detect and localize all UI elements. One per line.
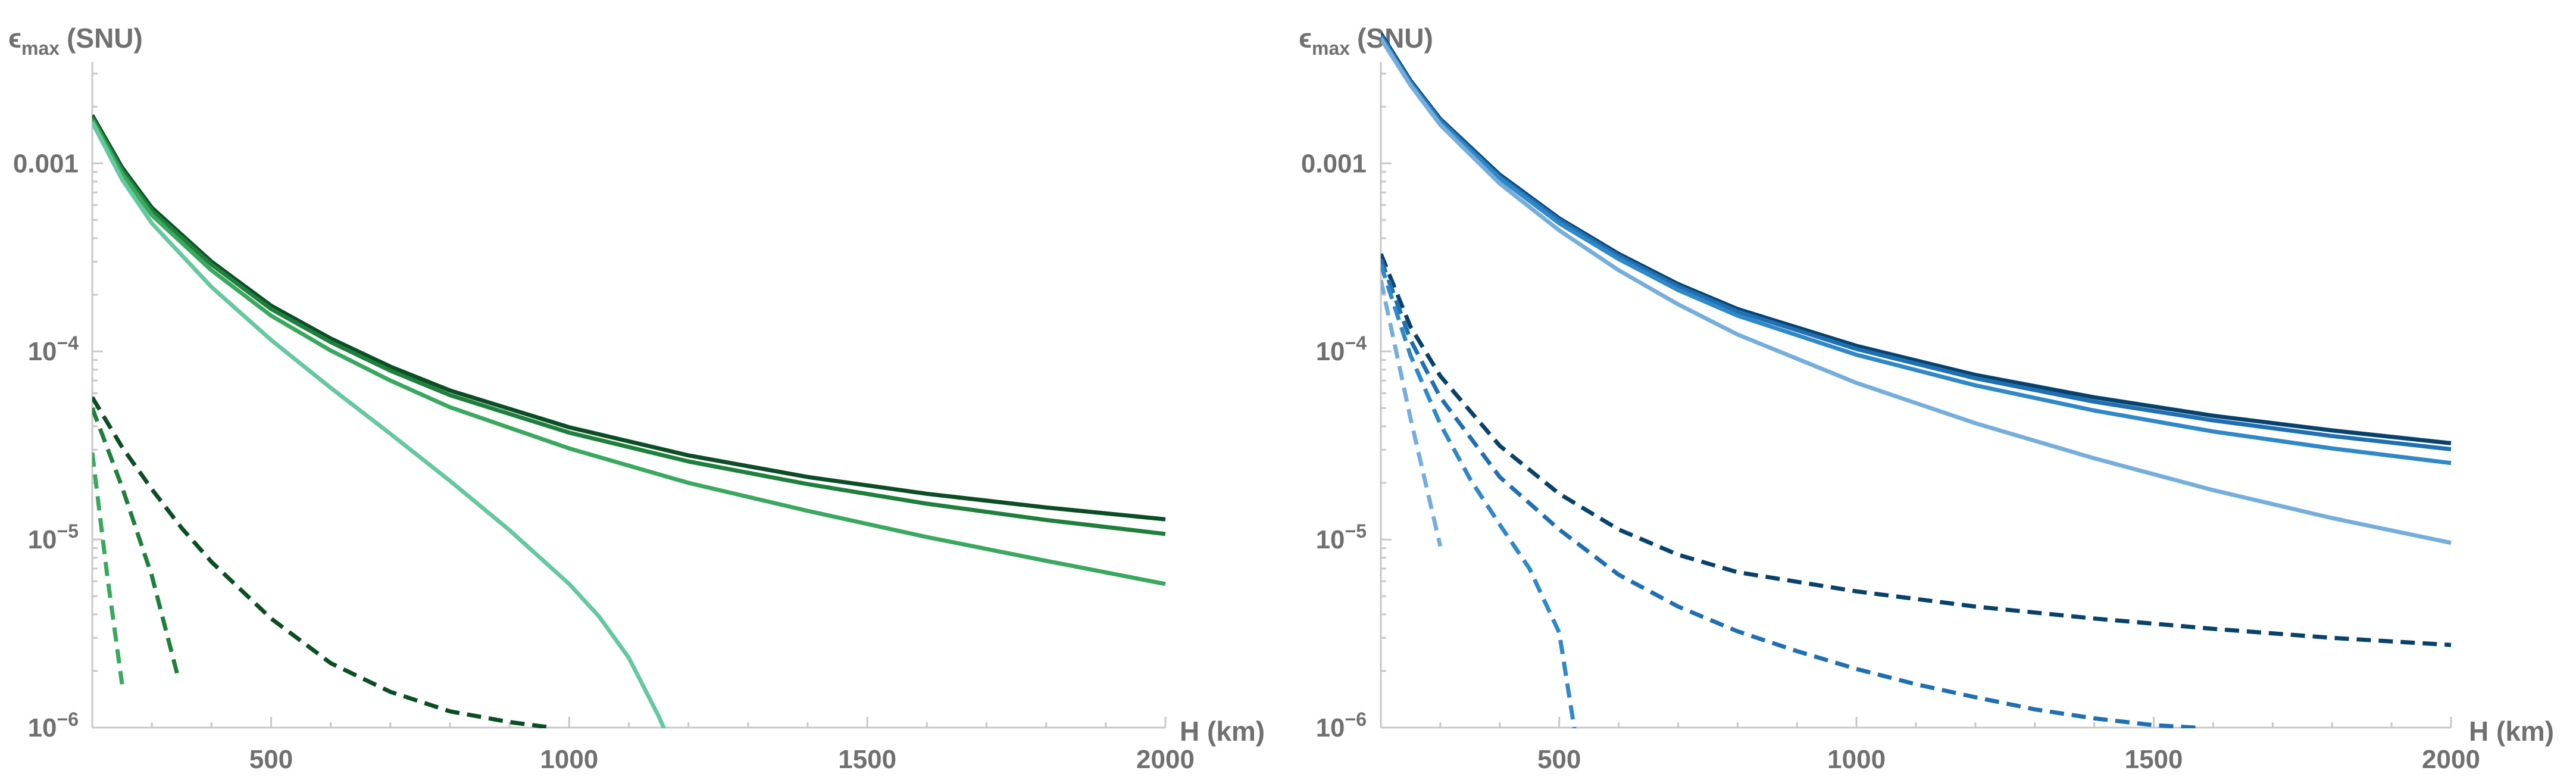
- y-tick-label: 10−4: [28, 332, 79, 366]
- series-line-dashed-2: [1381, 258, 2196, 728]
- x-tick-label: 1000: [1827, 745, 1886, 774]
- x-tick-label: 1500: [838, 745, 896, 774]
- plot-area: [92, 114, 1166, 728]
- series-line-dashed-4: [1381, 279, 1443, 547]
- x-tick-label: 1500: [2125, 745, 2183, 774]
- y-tick-label: 10−4: [1316, 332, 1367, 366]
- x-axis-label: H (km): [1180, 716, 1265, 747]
- series-line-solid-2: [92, 116, 1166, 536]
- series-line-solid-4: [1381, 38, 2452, 545]
- series-line-dashed-3: [92, 452, 124, 685]
- y-axis-label: ϵmax (SNU): [8, 23, 143, 59]
- y-tick-label: 0.001: [13, 149, 79, 178]
- series-line-dashed-1: [1381, 253, 2452, 647]
- series-line-solid-1: [1381, 32, 2452, 445]
- series-line-solid-2: [1381, 34, 2452, 451]
- x-tick-label: 1000: [540, 745, 598, 774]
- series-line-dashed-2: [92, 407, 181, 681]
- series-line-dashed-3: [1381, 264, 1577, 728]
- y-tick-label: 10−6: [1316, 709, 1367, 742]
- x-tick-label: 2000: [2422, 745, 2480, 774]
- plot-area: [1381, 32, 2452, 728]
- series-line-solid-4: [92, 121, 667, 728]
- y-axis-label: ϵmax (SNU): [1299, 23, 1433, 59]
- y-tick-label: 10−5: [1316, 520, 1367, 554]
- y-tick-label: 10−5: [28, 520, 79, 554]
- left-panel: ϵmax (SNU) H (km) 0.001 10−4 10−5 10−6 500 100…: [8, 23, 1265, 774]
- series-line-dashed-1: [92, 396, 552, 728]
- right-panel: ϵmax (SNU) H (km) 0.001 10−4 10−5 10−6 500 100…: [1299, 23, 2554, 774]
- x-tick-label: 500: [1537, 745, 1581, 774]
- x-tick-label: 2000: [1136, 745, 1195, 774]
- series-line-solid-3: [92, 118, 1166, 586]
- x-axis-label: H (km): [2469, 716, 2554, 747]
- series-line-solid-3: [1381, 36, 2452, 466]
- y-tick-label: 0.001: [1301, 149, 1367, 178]
- y-tick-label: 10−6: [28, 709, 79, 742]
- series-line-solid-1: [92, 114, 1166, 522]
- x-tick-label: 500: [249, 745, 293, 774]
